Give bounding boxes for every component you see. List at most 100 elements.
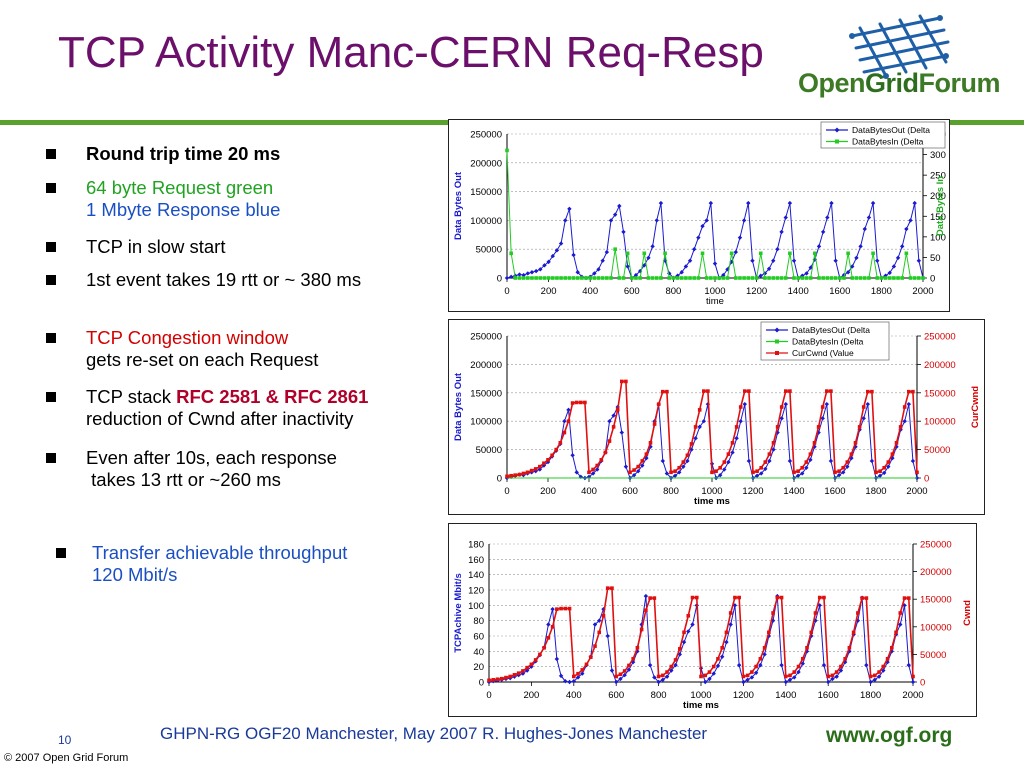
data-point — [847, 645, 852, 650]
data-point — [563, 679, 568, 684]
y-tick-label: 150000 — [470, 187, 502, 198]
data-point — [709, 276, 713, 280]
data-point — [699, 674, 703, 679]
data-point — [779, 595, 784, 600]
data-point — [850, 276, 855, 280]
y2-tick-label: 300 — [930, 150, 946, 161]
data-point — [690, 622, 695, 627]
data-point — [504, 675, 508, 680]
data-point — [869, 458, 875, 464]
data-point — [654, 218, 659, 223]
data-point — [588, 276, 592, 280]
data-point — [912, 276, 917, 280]
data-point — [808, 276, 813, 280]
data-point — [562, 430, 567, 435]
data-point — [754, 473, 760, 478]
data-point — [644, 452, 649, 456]
bullet-square-icon — [46, 242, 56, 252]
data-point — [542, 263, 547, 268]
data-point — [625, 251, 630, 256]
x-tick-label: 1800 — [865, 486, 886, 497]
y-tick-label: 250000 — [470, 130, 502, 141]
data-point — [838, 668, 844, 673]
data-point — [860, 596, 864, 600]
data-point — [599, 458, 604, 462]
y-tick-label: 150000 — [470, 388, 502, 399]
data-point — [792, 470, 796, 475]
x-tick-label: 800 — [651, 690, 667, 701]
data-point — [826, 674, 830, 679]
data-point — [783, 276, 788, 280]
data-point — [750, 258, 755, 263]
data-point — [604, 249, 610, 255]
x-tick-label: 600 — [622, 486, 638, 497]
data-point — [741, 674, 746, 679]
data-point — [628, 470, 632, 475]
y-tick-label: 20 — [473, 662, 484, 673]
data-point — [813, 611, 818, 615]
chart-svg-2: 0 50000 100000 150000 200000 250000 0 50000 1000… — [453, 321, 981, 507]
data-point — [614, 679, 619, 685]
data-point — [487, 678, 491, 683]
data-point — [787, 458, 793, 464]
x-tick-label: 1400 — [788, 286, 809, 297]
data-point — [921, 276, 925, 280]
data-point — [504, 275, 510, 281]
data-point — [648, 596, 652, 600]
data-point — [754, 664, 758, 669]
data-point — [816, 425, 821, 429]
x-tick-label: 2000 — [902, 690, 923, 701]
data-point — [882, 465, 886, 470]
data-point — [868, 679, 873, 685]
data-point — [533, 268, 539, 274]
data-point — [622, 669, 627, 673]
data-point — [891, 264, 897, 269]
data-point — [900, 276, 904, 280]
series-databytesin-delta — [505, 148, 925, 280]
legend-label: DataBytesOut (Delta — [792, 325, 870, 335]
data-point — [779, 405, 784, 409]
data-point — [867, 276, 871, 280]
y-tick-label: 40 — [473, 647, 484, 658]
data-point — [566, 407, 571, 413]
data-point — [656, 674, 661, 679]
data-point — [580, 668, 585, 672]
data-point — [542, 461, 546, 466]
data-point — [572, 674, 576, 679]
y2-tick-label: 150 — [930, 212, 946, 223]
y-tick-label: 0 — [497, 274, 502, 285]
y2-tick-label: 0 — [930, 274, 935, 285]
data-point — [642, 251, 647, 256]
data-point — [898, 425, 903, 429]
data-point — [784, 389, 788, 393]
x-tick-label: 0 — [486, 690, 491, 701]
data-point — [652, 596, 657, 600]
y-tick-label: 250000 — [470, 332, 502, 343]
data-point — [624, 379, 628, 384]
data-point — [746, 200, 751, 206]
data-point — [887, 270, 892, 276]
data-point — [796, 276, 800, 280]
data-point — [608, 218, 614, 223]
data-point — [613, 247, 617, 251]
data-point — [890, 455, 895, 461]
data-point — [517, 276, 522, 280]
data-point — [825, 215, 830, 220]
x-tick-label: 400 — [566, 690, 582, 701]
data-point — [555, 276, 559, 280]
y2-tick-label: 50 — [930, 253, 941, 264]
x-tick-label: 400 — [582, 286, 598, 297]
ogf-url-link[interactable]: www.ogf.org — [826, 724, 953, 747]
data-point — [726, 459, 731, 465]
data-point — [862, 276, 867, 280]
legend-marker — [835, 139, 839, 144]
data-point — [678, 647, 682, 651]
data-point — [805, 645, 809, 650]
x-tick-label: 1800 — [860, 690, 881, 701]
data-point — [525, 470, 530, 475]
data-point — [538, 652, 542, 657]
data-point — [710, 470, 714, 475]
data-point — [771, 258, 776, 263]
data-point — [650, 276, 655, 280]
bullet-square-icon — [56, 548, 66, 558]
